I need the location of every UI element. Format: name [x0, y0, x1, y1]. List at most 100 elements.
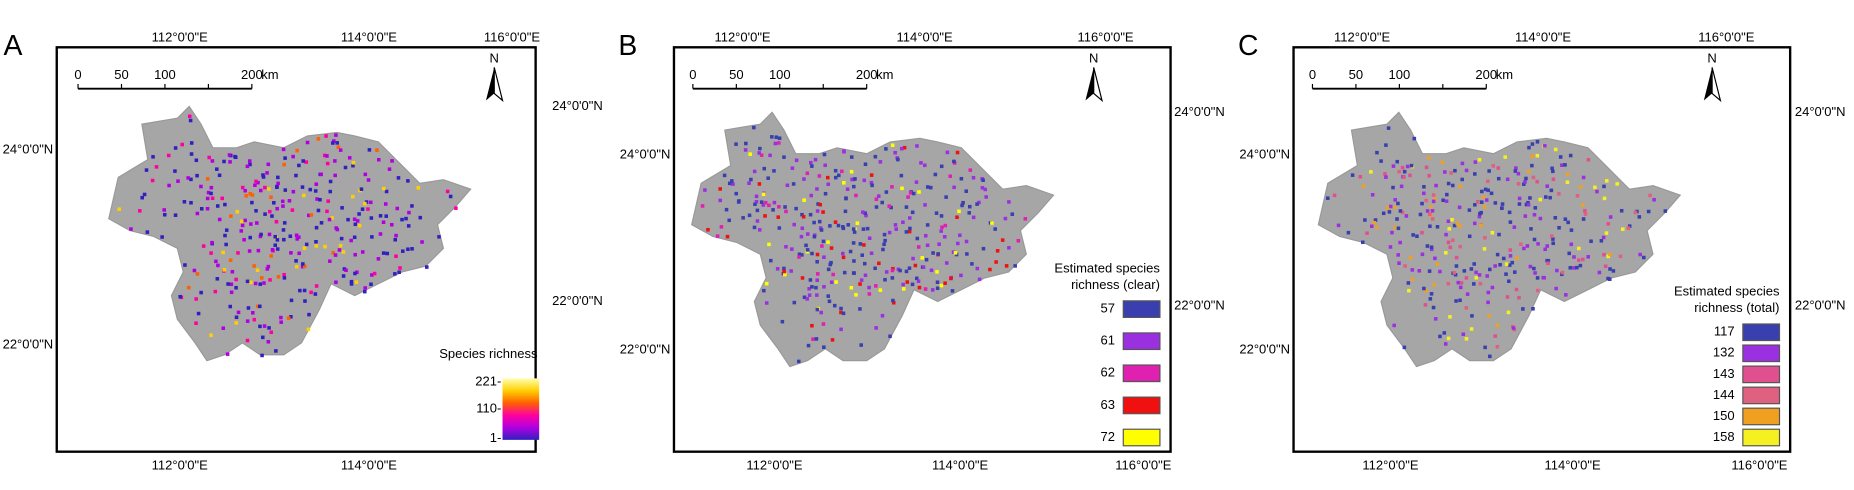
map-pixel — [764, 301, 769, 305]
map-pixel — [445, 189, 450, 194]
map-pixel — [890, 276, 895, 280]
map-pixel — [1611, 269, 1616, 273]
map-pixel — [747, 213, 752, 218]
map-pixel — [799, 234, 804, 239]
map-pixel — [1586, 255, 1590, 259]
map-pixel — [955, 215, 959, 219]
map-pixel — [302, 193, 306, 198]
scale-label: 100 — [769, 67, 791, 82]
map-pixel — [949, 276, 953, 281]
lon-label: 116°0'0"E — [484, 29, 540, 44]
map-pixel — [1512, 225, 1517, 229]
map-pixel — [820, 244, 824, 248]
map-pixel — [1458, 224, 1462, 228]
map-pixel — [398, 266, 402, 270]
map-pixel — [261, 175, 266, 179]
map-pixel — [768, 153, 772, 158]
map-pixel — [1446, 336, 1451, 341]
map-pixel — [355, 270, 359, 274]
map-pixel — [189, 177, 193, 182]
map-pixels — [1326, 126, 1668, 359]
map-pixel — [1495, 323, 1500, 328]
map-pixel — [1536, 288, 1540, 293]
map-pixel — [1458, 285, 1463, 290]
map-pixel — [810, 251, 814, 256]
map-pixel — [195, 211, 200, 216]
map-pixel — [1498, 262, 1502, 267]
map-pixel — [1429, 245, 1434, 250]
map-pixel — [933, 172, 938, 177]
map-pixel — [1513, 169, 1518, 173]
map-pixel — [813, 157, 818, 162]
map-pixel — [771, 208, 775, 212]
map-pixel — [1473, 160, 1478, 164]
map-pixel — [256, 304, 260, 309]
map-pixel — [332, 139, 336, 143]
map-pixel — [1493, 264, 1497, 268]
lon-label: 112°0'0"E — [746, 457, 802, 472]
lat-label: 22°0'0"N — [1174, 298, 1225, 313]
map-pixel — [1527, 145, 1531, 150]
map-pixel — [1553, 147, 1558, 152]
map-pixel — [888, 334, 892, 339]
map-pixel — [254, 209, 258, 213]
map-pixel — [326, 199, 330, 203]
scale-label: 50 — [729, 67, 743, 82]
map-pixel — [841, 311, 846, 316]
map-pixel — [1412, 136, 1417, 141]
map-pixel — [335, 141, 339, 145]
map-pixel — [245, 319, 250, 323]
map-pixel — [1579, 185, 1583, 189]
map-pixel — [722, 173, 727, 178]
map-pixel — [1488, 267, 1492, 272]
map-pixel — [902, 145, 907, 150]
map-pixel — [349, 282, 354, 286]
map-pixel — [253, 183, 257, 187]
map-pixel — [255, 221, 259, 225]
map-pixel — [914, 180, 919, 184]
legend-label: 110- — [476, 401, 501, 416]
lon-label: 112°0'0"E — [1334, 29, 1390, 44]
map-pixel — [1506, 310, 1511, 315]
map-pixel — [1365, 231, 1369, 235]
map-pixel — [796, 359, 801, 364]
map-pixel — [818, 226, 823, 230]
map-pixel — [734, 142, 738, 146]
map-pixel — [309, 290, 313, 295]
map-pixel — [776, 215, 781, 219]
map-pixel — [859, 278, 864, 282]
map-pixel — [199, 207, 204, 211]
map-pixel — [815, 307, 820, 312]
map-pixel — [1572, 255, 1576, 259]
map-pixel — [302, 288, 307, 293]
map-pixel — [956, 241, 960, 246]
map-pixel — [234, 315, 239, 320]
lon-label: 112°0'0"E — [1362, 457, 1418, 472]
map-pixel — [1553, 216, 1558, 220]
map-pixel — [833, 168, 838, 173]
lat-label: 22°0'0"N — [1795, 298, 1846, 313]
lon-label: 116°0'0"E — [1115, 457, 1171, 472]
map-pixel — [340, 206, 344, 210]
map-pixel — [805, 232, 810, 236]
legend-title: Species richness — [439, 346, 538, 361]
map-pixel — [400, 217, 404, 222]
map-pixel — [829, 280, 834, 285]
map-pixel — [1398, 209, 1403, 213]
map-pixel — [1403, 264, 1407, 268]
map-pixel — [1004, 264, 1009, 268]
map-pixel — [351, 163, 355, 168]
map-pixel — [1581, 175, 1586, 180]
map-pixel — [913, 263, 918, 268]
map-pixel — [853, 177, 857, 181]
map-pixel — [381, 251, 386, 255]
map-pixel — [801, 214, 806, 219]
legend-swatch — [1122, 396, 1161, 415]
map-pixel — [250, 200, 254, 205]
lat-label: 24°0'0"N — [552, 98, 603, 113]
map-pixel — [1479, 223, 1484, 228]
map-pixel — [367, 148, 372, 152]
map-pixel — [911, 191, 916, 196]
map-pixel — [357, 223, 362, 228]
map-pixel — [282, 276, 287, 280]
